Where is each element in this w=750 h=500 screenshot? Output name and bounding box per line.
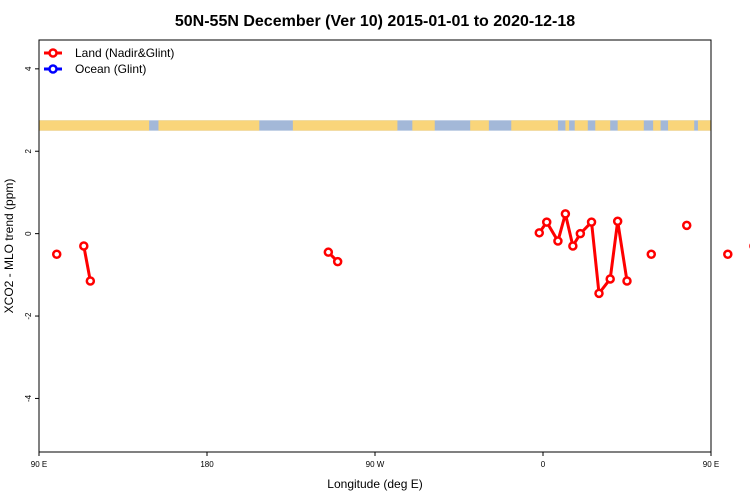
- data-point: [323, 247, 334, 257]
- data-point: [612, 216, 623, 227]
- map-land-block: [412, 120, 435, 131]
- y-axis-title: XCO2 - MLO trend (ppm): [2, 179, 16, 314]
- map-land-block: [39, 120, 150, 131]
- data-point: [541, 217, 552, 227]
- data-point: [553, 236, 563, 246]
- data-point: [622, 276, 632, 286]
- data-point: [332, 256, 343, 267]
- data-point: [85, 276, 96, 286]
- x-axis: 90 E 180 90 W 0 90 E: [31, 452, 719, 469]
- chart-title: 50N-55N December (Ver 10) 2015-01-01 to …: [175, 13, 575, 30]
- map-land-block: [470, 120, 489, 131]
- x-tick-label: 0: [541, 460, 546, 469]
- map-land-block: [565, 120, 570, 131]
- data-point: [605, 274, 615, 284]
- map-land-block: [511, 120, 558, 131]
- data-point: [534, 228, 545, 238]
- legend-land-label: Land (Nadir&Glint): [75, 46, 174, 60]
- legend-land-marker: [48, 48, 58, 58]
- data-point: [646, 249, 657, 259]
- y-tick-label: 4: [24, 66, 33, 71]
- x-tick-label: 90 E: [31, 460, 47, 469]
- map-land-block: [668, 120, 695, 131]
- data-point: [560, 209, 571, 219]
- y-tick-label: 0: [24, 231, 33, 236]
- x-tick-label: 180: [200, 460, 214, 469]
- x-tick-label: 90 W: [366, 460, 385, 469]
- map-land-block: [617, 120, 644, 131]
- data-point: [586, 217, 597, 227]
- map-land-block: [653, 120, 661, 131]
- data-point: [594, 288, 604, 299]
- y-tick-label: -4: [24, 394, 33, 402]
- data-point: [681, 220, 692, 231]
- map-land-block: [292, 120, 398, 131]
- x-tick-label: 90 E: [703, 460, 719, 469]
- data-point: [568, 241, 578, 251]
- map-land-block: [697, 120, 711, 131]
- legend: Land (Nadir&Glint) Ocean (Glint): [44, 46, 174, 76]
- legend-ocean-label: Ocean (Glint): [75, 62, 146, 76]
- data-point: [51, 249, 62, 259]
- legend-ocean-marker: [48, 64, 58, 74]
- y-axis: 4 2 0 -2 -4: [24, 66, 39, 402]
- series-line: [82, 245, 92, 282]
- map-land-block: [158, 120, 260, 131]
- y-tick-label: -2: [24, 312, 33, 320]
- data-point: [723, 249, 733, 259]
- y-tick-label: 2: [24, 148, 33, 153]
- x-axis-title: Longitude (deg E): [327, 477, 422, 491]
- map-land-block: [595, 120, 611, 131]
- map-land-block: [574, 120, 588, 131]
- plot-frame: [38, 39, 712, 453]
- data-point: [79, 241, 89, 251]
- world-map-strip: [39, 120, 711, 131]
- data-series: [51, 209, 750, 299]
- data-point: [575, 228, 586, 239]
